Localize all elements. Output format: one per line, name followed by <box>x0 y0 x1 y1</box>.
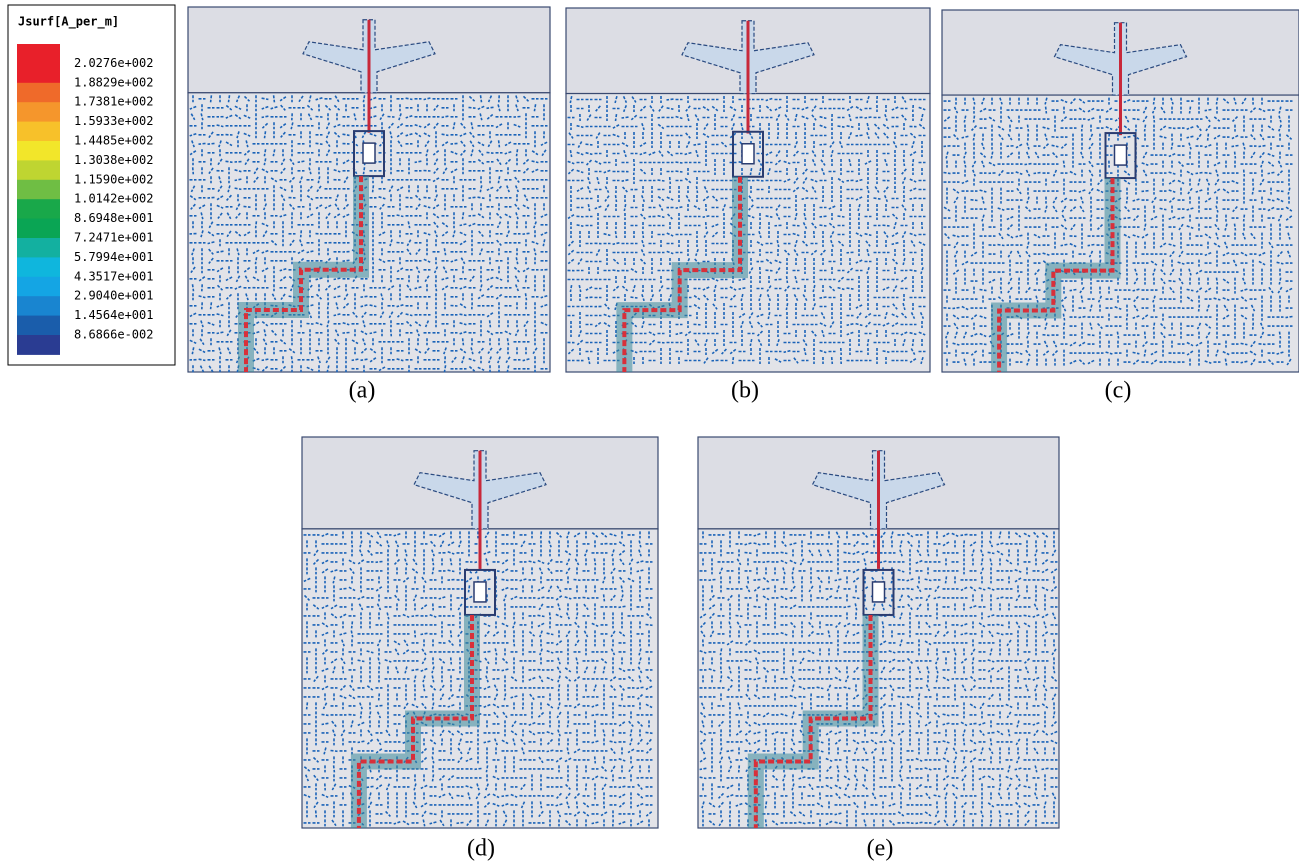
legend-label: 7.2471e+001 <box>74 231 153 245</box>
stub-inner <box>474 582 486 602</box>
panel-label: (e) <box>867 836 894 862</box>
legend-label: 1.3038e+002 <box>74 153 153 167</box>
panel-label: (d) <box>467 836 495 862</box>
legend-label: 4.3517e+001 <box>74 269 153 283</box>
legend-swatch <box>17 122 60 142</box>
legend-swatch <box>17 335 60 355</box>
legend-label: 1.1590e+002 <box>74 172 153 186</box>
legend-swatch <box>17 219 60 239</box>
panel <box>188 7 550 372</box>
panel <box>566 8 930 372</box>
legend-swatch <box>17 180 60 200</box>
legend-label: 1.7381e+002 <box>74 95 153 109</box>
panel <box>942 10 1299 372</box>
panel <box>302 437 658 828</box>
stub-inner <box>873 582 885 602</box>
legend-label: 8.6948e+001 <box>74 211 153 225</box>
legend-label: 1.5933e+002 <box>74 114 153 128</box>
legend-swatch <box>17 102 60 122</box>
legend-swatch <box>17 238 60 258</box>
figure: Jsurf[A_per_m] 2.0276e+002 1.8829e+002 1.7… <box>0 0 1299 867</box>
legend-label: 1.4564e+001 <box>74 308 153 322</box>
legend-label: 5.7994e+001 <box>74 250 153 264</box>
legend-swatch <box>17 160 60 180</box>
legend-title: Jsurf[A_per_m] <box>18 15 119 30</box>
legend-label: 1.8829e+002 <box>74 75 153 89</box>
stub-inner <box>363 143 375 163</box>
legend-swatch <box>17 257 60 277</box>
legend-swatch <box>17 296 60 316</box>
panel-label: (c) <box>1105 378 1132 404</box>
legend-label: 1.0142e+002 <box>74 192 153 206</box>
legend-label: 8.6866e-002 <box>74 328 153 342</box>
panel-label: (a) <box>349 378 376 404</box>
stub-inner <box>1115 145 1127 165</box>
stub-inner <box>742 144 754 164</box>
legend-swatch <box>17 316 60 336</box>
legend-swatch <box>17 83 60 103</box>
legend-swatch <box>17 141 60 161</box>
panel <box>698 437 1059 828</box>
legend-label: 2.9040e+001 <box>74 289 153 303</box>
legend-swatch <box>17 44 60 64</box>
legend-swatch <box>17 199 60 219</box>
panel-label: (b) <box>731 378 759 404</box>
legend-swatch <box>17 277 60 297</box>
legend-label: 1.4485e+002 <box>74 134 153 148</box>
legend-swatch <box>17 63 60 83</box>
legend-label: 2.0276e+002 <box>74 56 153 70</box>
